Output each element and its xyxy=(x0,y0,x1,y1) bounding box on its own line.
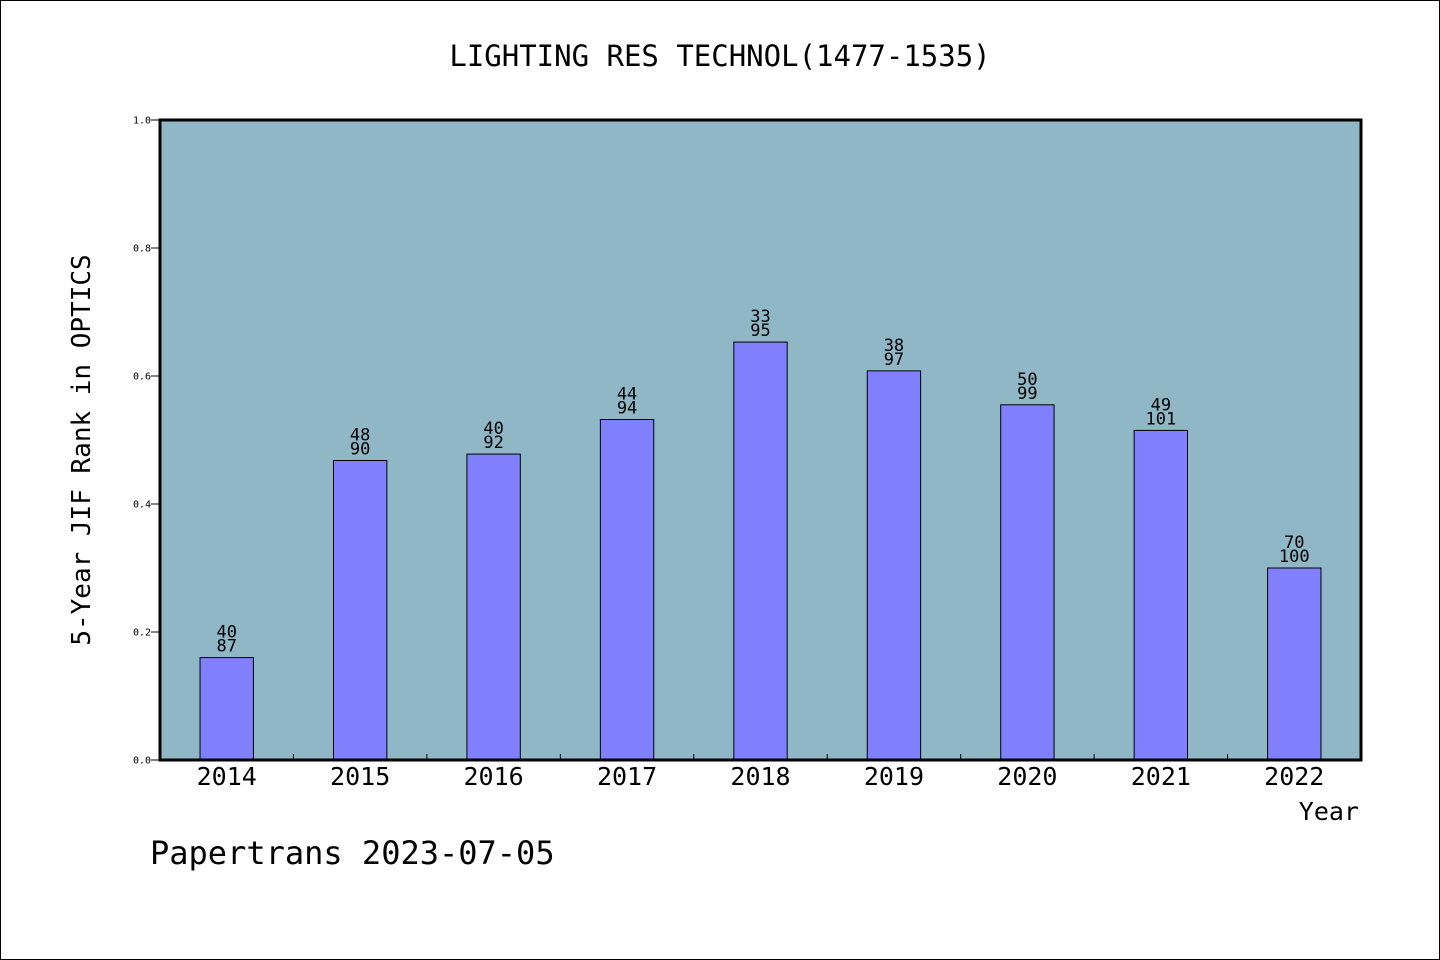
bar-2018 xyxy=(733,341,788,761)
x-tick-label: 2014 xyxy=(197,762,257,791)
bar-label-top: 33 xyxy=(750,307,770,327)
x-axis: 2014 2015 2016 2017 2018 2019 2020 2021 2022 xyxy=(197,754,1324,791)
bar-label-bottom: 95 xyxy=(750,321,770,341)
plot-border xyxy=(158,118,1363,762)
x-tick-label: 2022 xyxy=(1264,762,1324,791)
x-tick-label: 2019 xyxy=(864,762,924,791)
bar-2021 xyxy=(1133,429,1189,761)
bar-2014 xyxy=(199,657,254,761)
bar-label-bottom: 94 xyxy=(617,399,637,419)
y-tick-label: 0.0 xyxy=(133,756,151,767)
y-tick-label: 0.4 xyxy=(133,500,151,511)
x-tick-label: 2020 xyxy=(997,762,1057,791)
bar-2020 xyxy=(1000,404,1055,761)
y-tick-label: 0.8 xyxy=(133,244,151,255)
bar-2015 xyxy=(332,459,388,761)
bar-2016 xyxy=(466,453,521,761)
bar-label-top: 48 xyxy=(350,425,370,445)
bar-label-bottom: 90 xyxy=(350,439,370,459)
bar-label-bottom: 100 xyxy=(1279,547,1310,567)
bar-label-top: 40 xyxy=(483,419,503,439)
bar-2019 xyxy=(866,370,922,761)
bar-2017 xyxy=(599,419,655,761)
footer-stamp: Papertrans 2023-07-05 xyxy=(150,834,555,872)
bar-label-bottom: 97 xyxy=(884,350,904,370)
bar-label-top: 49 xyxy=(1151,395,1171,415)
y-tick-label: 0.2 xyxy=(133,628,151,639)
bar-label-bottom: 87 xyxy=(216,637,236,657)
x-tick-label: 2016 xyxy=(464,762,524,791)
bar-label-top: 50 xyxy=(1017,370,1037,390)
bar-label-top: 44 xyxy=(617,385,637,405)
bar-label-bottom: 92 xyxy=(483,433,503,453)
bar-label-top: 38 xyxy=(884,336,904,356)
x-tick-label: 2018 xyxy=(730,762,790,791)
x-tick-label: 2015 xyxy=(330,762,390,791)
bar-2022 xyxy=(1267,567,1322,761)
bar-label-top: 40 xyxy=(216,623,236,643)
bar-label-top: 70 xyxy=(1284,533,1304,553)
y-tick-label: 1.0 xyxy=(133,116,151,127)
y-tick-label: 0.6 xyxy=(133,372,151,383)
chart-title: LIGHTING RES TECHNOL(1477-1535) xyxy=(449,39,990,73)
y-axis: 0.0 0.2 0.4 0.6 0.8 1.0 xyxy=(133,116,160,767)
x-tick-label: 2021 xyxy=(1131,762,1191,791)
x-tick-label: 2017 xyxy=(597,762,657,791)
bar-label-bottom: 101 xyxy=(1145,409,1176,429)
x-axis-label: Year xyxy=(1299,797,1359,826)
y-axis-label: 5-Year JIF Rank in OPTICS xyxy=(67,254,97,645)
bar-label-bottom: 99 xyxy=(1017,384,1037,404)
